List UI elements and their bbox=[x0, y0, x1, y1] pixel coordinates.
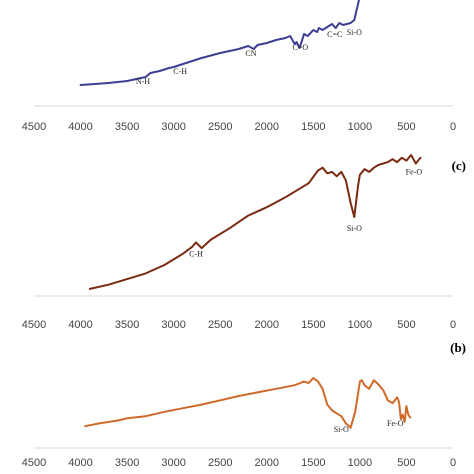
panel-0: 4500 4000 3500 3000 2500 2000 1500 1000 500 0 N-H C… bbox=[22, 0, 456, 133]
x-tick-label: 4000 bbox=[68, 457, 92, 469]
x-tick-label: 3000 bbox=[161, 121, 185, 133]
peak-annotation: C=O bbox=[292, 43, 308, 52]
peak-annotation: Fe-O bbox=[406, 168, 423, 177]
x-tick-label: 1000 bbox=[348, 319, 372, 331]
peak-annotation: C-H bbox=[173, 67, 187, 76]
x-tick-label: 1000 bbox=[348, 457, 372, 469]
x-tick-label: 1500 bbox=[301, 319, 325, 331]
peak-annotation: C=C bbox=[327, 30, 342, 39]
x-tick-label: 0 bbox=[450, 121, 456, 133]
panel-label: (c) bbox=[452, 158, 466, 173]
peak-annotation: CN bbox=[245, 49, 256, 58]
x-tick-label: 2000 bbox=[255, 121, 279, 133]
peak-annotation: N-H bbox=[136, 77, 150, 86]
peak-annotation: Fe-O bbox=[387, 419, 404, 428]
x-tick-label: 500 bbox=[397, 121, 415, 133]
x-tick-label: 1000 bbox=[348, 121, 372, 133]
x-tick-label: 0 bbox=[450, 319, 456, 331]
peak-annotation: Si-O bbox=[347, 28, 362, 37]
x-tick-label: 1500 bbox=[301, 457, 325, 469]
spectrum-line bbox=[79, 0, 360, 86]
x-tick-label: 4500 bbox=[22, 457, 46, 469]
spectrum-line bbox=[84, 377, 412, 429]
panel-label: (b) bbox=[450, 340, 466, 355]
spectrum-line bbox=[88, 154, 422, 290]
peak-annotation: Si-O bbox=[334, 425, 349, 434]
x-tick-label: 3000 bbox=[161, 319, 185, 331]
x-tick-label: 3500 bbox=[115, 121, 139, 133]
x-tick-label: 500 bbox=[397, 457, 415, 469]
x-tick-label: 500 bbox=[397, 319, 415, 331]
x-tick-label: 4000 bbox=[68, 121, 92, 133]
panel-1: 4500 4000 3500 3000 2500 2000 1500 1000 500 0 C-H S… bbox=[22, 154, 466, 331]
x-tick-label: 3500 bbox=[115, 457, 139, 469]
x-tick-label: 2500 bbox=[208, 319, 232, 331]
x-tick-label: 2000 bbox=[255, 319, 279, 331]
x-tick-label: 4500 bbox=[22, 121, 46, 133]
x-tick-label: 1500 bbox=[301, 121, 325, 133]
x-tick-label: 3000 bbox=[161, 457, 185, 469]
x-tick-label: 4500 bbox=[22, 319, 46, 331]
x-tick-label: 0 bbox=[450, 457, 456, 469]
x-tick-label: 3500 bbox=[115, 319, 139, 331]
peak-annotation: Si-O bbox=[347, 224, 362, 233]
x-tick-label: 2500 bbox=[208, 121, 232, 133]
x-tick-label: 2000 bbox=[255, 457, 279, 469]
x-tick-label: 4000 bbox=[68, 319, 92, 331]
x-tick-label: 2500 bbox=[208, 457, 232, 469]
panel-2: 4500 4000 3500 3000 2500 2000 1500 1000 500 0 Si-O… bbox=[22, 340, 466, 469]
peak-annotation: C-H bbox=[189, 250, 203, 259]
